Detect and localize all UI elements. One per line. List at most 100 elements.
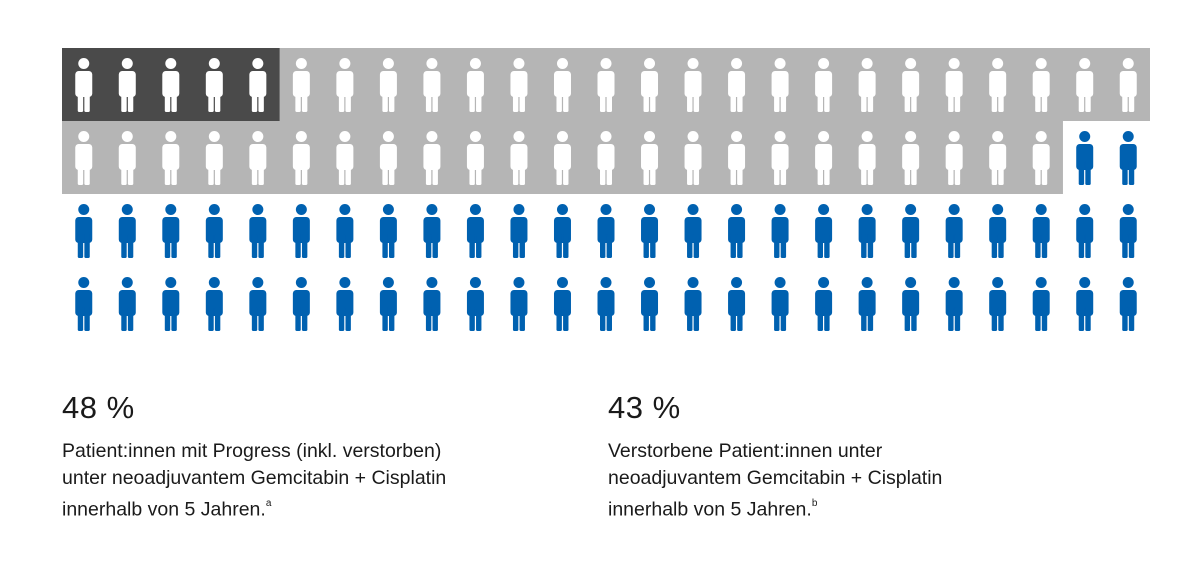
person-icon <box>641 58 659 112</box>
person-icon <box>466 204 484 258</box>
person-icon <box>205 204 223 258</box>
person-icon <box>510 131 528 185</box>
stat-deceased: 43 % Verstorbene Patient:innen unter neo… <box>608 388 1128 524</box>
stat-deceased-value: 43 % <box>608 390 681 425</box>
person-icon <box>902 58 920 112</box>
progress-band <box>62 48 1150 194</box>
person-icon <box>815 277 833 331</box>
person-icon <box>771 131 789 185</box>
person-icon <box>162 277 180 331</box>
person-icon <box>728 277 746 331</box>
person-icon <box>553 277 571 331</box>
person-icon <box>771 204 789 258</box>
person-icon <box>597 204 615 258</box>
person-icon <box>597 277 615 331</box>
person-icon <box>292 131 310 185</box>
person-icon <box>336 277 354 331</box>
stat-progress-text: Patient:innen mit Progress (inkl. versto… <box>62 438 582 524</box>
person-icon <box>466 277 484 331</box>
person-icon <box>858 277 876 331</box>
person-icon <box>75 58 93 112</box>
person-icon <box>292 58 310 112</box>
person-icon <box>466 131 484 185</box>
person-icon <box>249 277 267 331</box>
person-icon <box>945 277 963 331</box>
person-icon <box>553 204 571 258</box>
person-icon <box>249 58 267 112</box>
person-icon <box>815 131 833 185</box>
person-icon <box>1119 131 1137 185</box>
person-icon <box>1076 131 1094 185</box>
person-icon <box>423 131 441 185</box>
person-icon <box>75 277 93 331</box>
person-icon <box>162 204 180 258</box>
person-icon <box>162 58 180 112</box>
person-icon <box>1032 58 1050 112</box>
person-icon <box>205 277 223 331</box>
person-icon <box>771 58 789 112</box>
person-icon <box>292 204 310 258</box>
person-icon <box>1119 277 1137 331</box>
person-icon <box>553 58 571 112</box>
person-icon <box>1076 204 1094 258</box>
person-icon <box>684 131 702 185</box>
person-icon <box>728 131 746 185</box>
person-icon <box>336 58 354 112</box>
person-icon <box>902 131 920 185</box>
person-icon <box>1032 204 1050 258</box>
person-icon <box>989 58 1007 112</box>
person-icon <box>641 204 659 258</box>
person-icon <box>1032 131 1050 185</box>
footnote-marker: b <box>811 498 818 509</box>
person-icon <box>945 58 963 112</box>
person-icon <box>75 131 93 185</box>
stat-progress-value: 48 % <box>62 390 135 425</box>
stat-deceased-line: Verstorbene Patient:innen unter <box>608 440 883 462</box>
person-icon <box>205 58 223 112</box>
person-icon <box>510 277 528 331</box>
person-icon <box>684 58 702 112</box>
person-icon <box>728 204 746 258</box>
stat-deceased-text: Verstorbene Patient:innen unter neoadjuv… <box>608 438 1128 524</box>
person-icon <box>205 131 223 185</box>
person-icon <box>1076 58 1094 112</box>
person-icon <box>292 277 310 331</box>
person-icon <box>336 131 354 185</box>
person-icon <box>1032 277 1050 331</box>
person-icon <box>771 277 789 331</box>
footnote-marker: a <box>265 498 272 509</box>
person-icon <box>379 58 397 112</box>
person-icon <box>118 204 136 258</box>
person-icon <box>902 277 920 331</box>
person-icon <box>858 131 876 185</box>
person-icon <box>162 131 180 185</box>
person-icon <box>118 277 136 331</box>
person-icon <box>423 277 441 331</box>
person-icon <box>249 131 267 185</box>
person-icon <box>379 131 397 185</box>
person-icon <box>989 277 1007 331</box>
stat-progress-line: unter neoadjuvantem Gemcitabin + Cisplat… <box>62 467 447 489</box>
person-icon <box>902 204 920 258</box>
person-icon <box>466 58 484 112</box>
person-icon <box>989 204 1007 258</box>
stat-deceased-line: innerhalb von 5 Jahren. <box>608 498 812 521</box>
person-icon <box>945 204 963 258</box>
person-icon <box>118 58 136 112</box>
person-icon <box>553 131 571 185</box>
stat-progress-line: Patient:innen mit Progress (inkl. versto… <box>62 440 442 462</box>
person-icon <box>118 131 136 185</box>
pictogram-chart <box>62 48 1150 331</box>
person-icon <box>858 58 876 112</box>
person-icon <box>858 204 876 258</box>
person-icon <box>423 204 441 258</box>
person-icon <box>75 204 93 258</box>
person-icon <box>249 204 267 258</box>
person-icon <box>641 131 659 185</box>
person-icon <box>1119 204 1137 258</box>
stat-progress-line: innerhalb von 5 Jahren. <box>62 498 266 521</box>
person-icon <box>728 58 746 112</box>
person-icon <box>684 277 702 331</box>
person-icon <box>684 204 702 258</box>
person-icon <box>510 58 528 112</box>
